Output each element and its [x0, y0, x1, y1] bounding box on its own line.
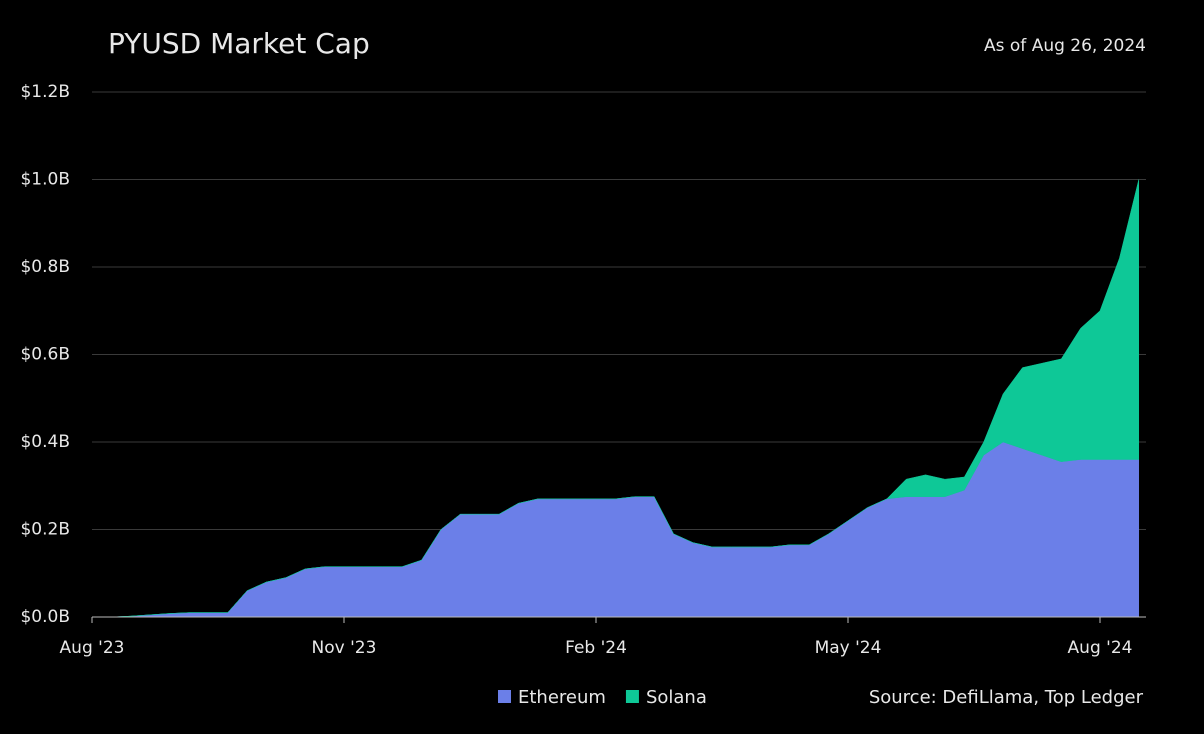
area [92, 179, 1140, 618]
y-tick-label: $0.0B [20, 607, 70, 627]
x-tick-label: Feb '24 [565, 638, 627, 658]
legend-swatch [625, 690, 639, 703]
x-tick-label: May '24 [815, 638, 882, 658]
y-tick-label: $1.2B [20, 82, 70, 102]
legend-label: Ethereum [518, 687, 606, 708]
x-tick-label: Aug '23 [60, 638, 125, 658]
y-tick-label: $0.8B [20, 257, 70, 277]
source-note: Source: DefiLlama, Top Ledger [869, 687, 1144, 708]
chart-subtitle: As of Aug 26, 2024 [984, 36, 1146, 56]
x-tick-label: Aug '24 [1068, 638, 1133, 658]
legend-swatch [498, 690, 511, 703]
legend-label: Solana [646, 687, 707, 708]
x-tick-label: Nov '23 [312, 638, 377, 658]
y-tick-label: $1.0B [20, 170, 70, 190]
chart-title: PYUSD Market Cap [108, 27, 370, 60]
y-tick-label: $0.2B [20, 520, 70, 540]
y-tick-label: $0.4B [20, 432, 70, 452]
y-tick-label: $0.6B [20, 345, 70, 365]
axes: $0.0B $0.2B $0.4B $0.6B $0.8B $1.0B $1.2B Aug '… [20, 82, 1146, 708]
